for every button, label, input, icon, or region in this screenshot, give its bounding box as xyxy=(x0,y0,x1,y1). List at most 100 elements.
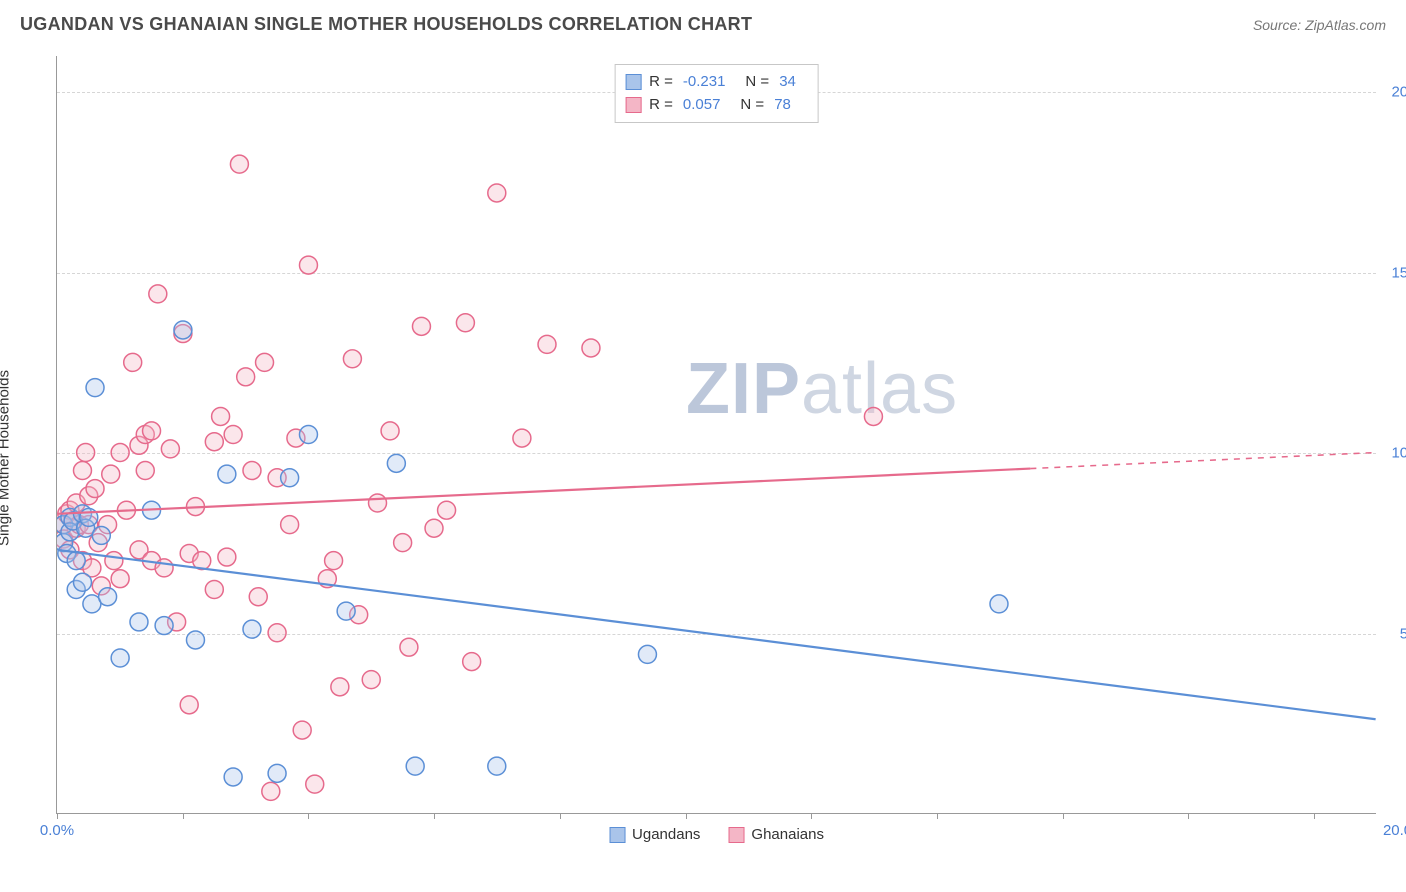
point-ugandans xyxy=(387,454,405,472)
n-value-ghanaians: 78 xyxy=(774,94,791,117)
x-tick xyxy=(183,813,184,819)
swatch-ghanaians xyxy=(625,97,641,113)
point-ugandans xyxy=(243,620,261,638)
point-ugandans xyxy=(186,631,204,649)
r-value-ghanaians: 0.057 xyxy=(683,94,721,117)
point-ugandans xyxy=(406,757,424,775)
chart-title: UGANDAN VS GHANAIAN SINGLE MOTHER HOUSEH… xyxy=(20,14,752,35)
point-ugandans xyxy=(111,649,129,667)
point-ghanaians xyxy=(237,368,255,386)
plot-area: ZIPatlas R = -0.231 N = 34 R = 0.057 N =… xyxy=(56,56,1376,814)
point-ghanaians xyxy=(400,638,418,656)
point-ghanaians xyxy=(102,465,120,483)
chart-container: Single Mother Households ZIPatlas R = -0… xyxy=(20,48,1390,868)
source-label: Source: ZipAtlas.com xyxy=(1253,17,1386,33)
point-ghanaians xyxy=(136,462,154,480)
r-value-ugandans: -0.231 xyxy=(683,71,726,94)
point-ghanaians xyxy=(362,671,380,689)
x-tick xyxy=(1314,813,1315,819)
point-ghanaians xyxy=(105,552,123,570)
point-ghanaians xyxy=(218,548,236,566)
point-ghanaians xyxy=(124,353,142,371)
point-ugandans xyxy=(990,595,1008,613)
x-tick xyxy=(811,813,812,819)
point-ugandans xyxy=(281,469,299,487)
stats-row-ghanaians: R = 0.057 N = 78 xyxy=(625,94,808,117)
point-ugandans xyxy=(67,552,85,570)
n-label: N = xyxy=(740,94,764,117)
point-ghanaians xyxy=(111,570,129,588)
point-ghanaians xyxy=(249,588,267,606)
point-ghanaians xyxy=(306,775,324,793)
point-ghanaians xyxy=(463,653,481,671)
trendline-ghanaians-dash xyxy=(1030,453,1375,469)
point-ugandans xyxy=(73,573,91,591)
point-ghanaians xyxy=(864,407,882,425)
legend-label-ugandans: Ugandans xyxy=(632,826,700,843)
legend-item-ugandans: Ugandans xyxy=(609,826,700,843)
point-ghanaians xyxy=(224,426,242,444)
point-ghanaians xyxy=(256,353,274,371)
point-ghanaians xyxy=(513,429,531,447)
point-ghanaians xyxy=(77,444,95,462)
point-ghanaians xyxy=(161,440,179,458)
point-ghanaians xyxy=(268,624,286,642)
point-ghanaians xyxy=(149,285,167,303)
point-ugandans xyxy=(99,588,117,606)
x-tick xyxy=(308,813,309,819)
point-ugandans xyxy=(337,602,355,620)
trendline-ghanaians xyxy=(57,469,1030,514)
legend: Ugandans Ghanaians xyxy=(609,826,824,843)
point-ghanaians xyxy=(143,422,161,440)
point-ugandans xyxy=(174,321,192,339)
point-ghanaians xyxy=(180,696,198,714)
point-ugandans xyxy=(638,645,656,663)
point-ugandans xyxy=(299,426,317,444)
point-ghanaians xyxy=(212,407,230,425)
swatch-ugandans xyxy=(625,74,641,90)
y-tick-label: 20.0% xyxy=(1391,84,1406,101)
x-tick-label: 0.0% xyxy=(40,822,74,839)
point-ugandans xyxy=(268,764,286,782)
point-ghanaians xyxy=(438,501,456,519)
point-ghanaians xyxy=(488,184,506,202)
point-ghanaians xyxy=(205,581,223,599)
point-ugandans xyxy=(218,465,236,483)
x-tick xyxy=(1063,813,1064,819)
point-ghanaians xyxy=(111,444,129,462)
point-ghanaians xyxy=(369,494,387,512)
x-tick xyxy=(937,813,938,819)
x-tick xyxy=(1188,813,1189,819)
point-ghanaians xyxy=(331,678,349,696)
y-axis-label: Single Mother Households xyxy=(0,370,13,546)
n-label: N = xyxy=(745,71,769,94)
plot-svg xyxy=(57,56,1376,813)
point-ugandans xyxy=(488,757,506,775)
point-ugandans xyxy=(86,379,104,397)
x-tick-label: 20.0% xyxy=(1383,822,1406,839)
x-tick xyxy=(434,813,435,819)
swatch-ugandans xyxy=(609,827,625,843)
point-ghanaians xyxy=(412,317,430,335)
point-ghanaians xyxy=(243,462,261,480)
legend-item-ghanaians: Ghanaians xyxy=(728,826,824,843)
point-ghanaians xyxy=(582,339,600,357)
point-ghanaians xyxy=(293,721,311,739)
point-ghanaians xyxy=(230,155,248,173)
n-value-ugandans: 34 xyxy=(779,71,796,94)
point-ugandans xyxy=(92,526,110,544)
r-label: R = xyxy=(649,71,673,94)
point-ghanaians xyxy=(73,462,91,480)
stats-box: R = -0.231 N = 34 R = 0.057 N = 78 xyxy=(614,64,819,123)
point-ghanaians xyxy=(205,433,223,451)
point-ghanaians xyxy=(86,480,104,498)
y-tick-label: 15.0% xyxy=(1391,264,1406,281)
point-ghanaians xyxy=(262,782,280,800)
legend-label-ghanaians: Ghanaians xyxy=(751,826,824,843)
point-ghanaians xyxy=(394,534,412,552)
point-ghanaians xyxy=(538,335,556,353)
point-ghanaians xyxy=(425,519,443,537)
point-ghanaians xyxy=(281,516,299,534)
point-ugandans xyxy=(130,613,148,631)
point-ghanaians xyxy=(155,559,173,577)
